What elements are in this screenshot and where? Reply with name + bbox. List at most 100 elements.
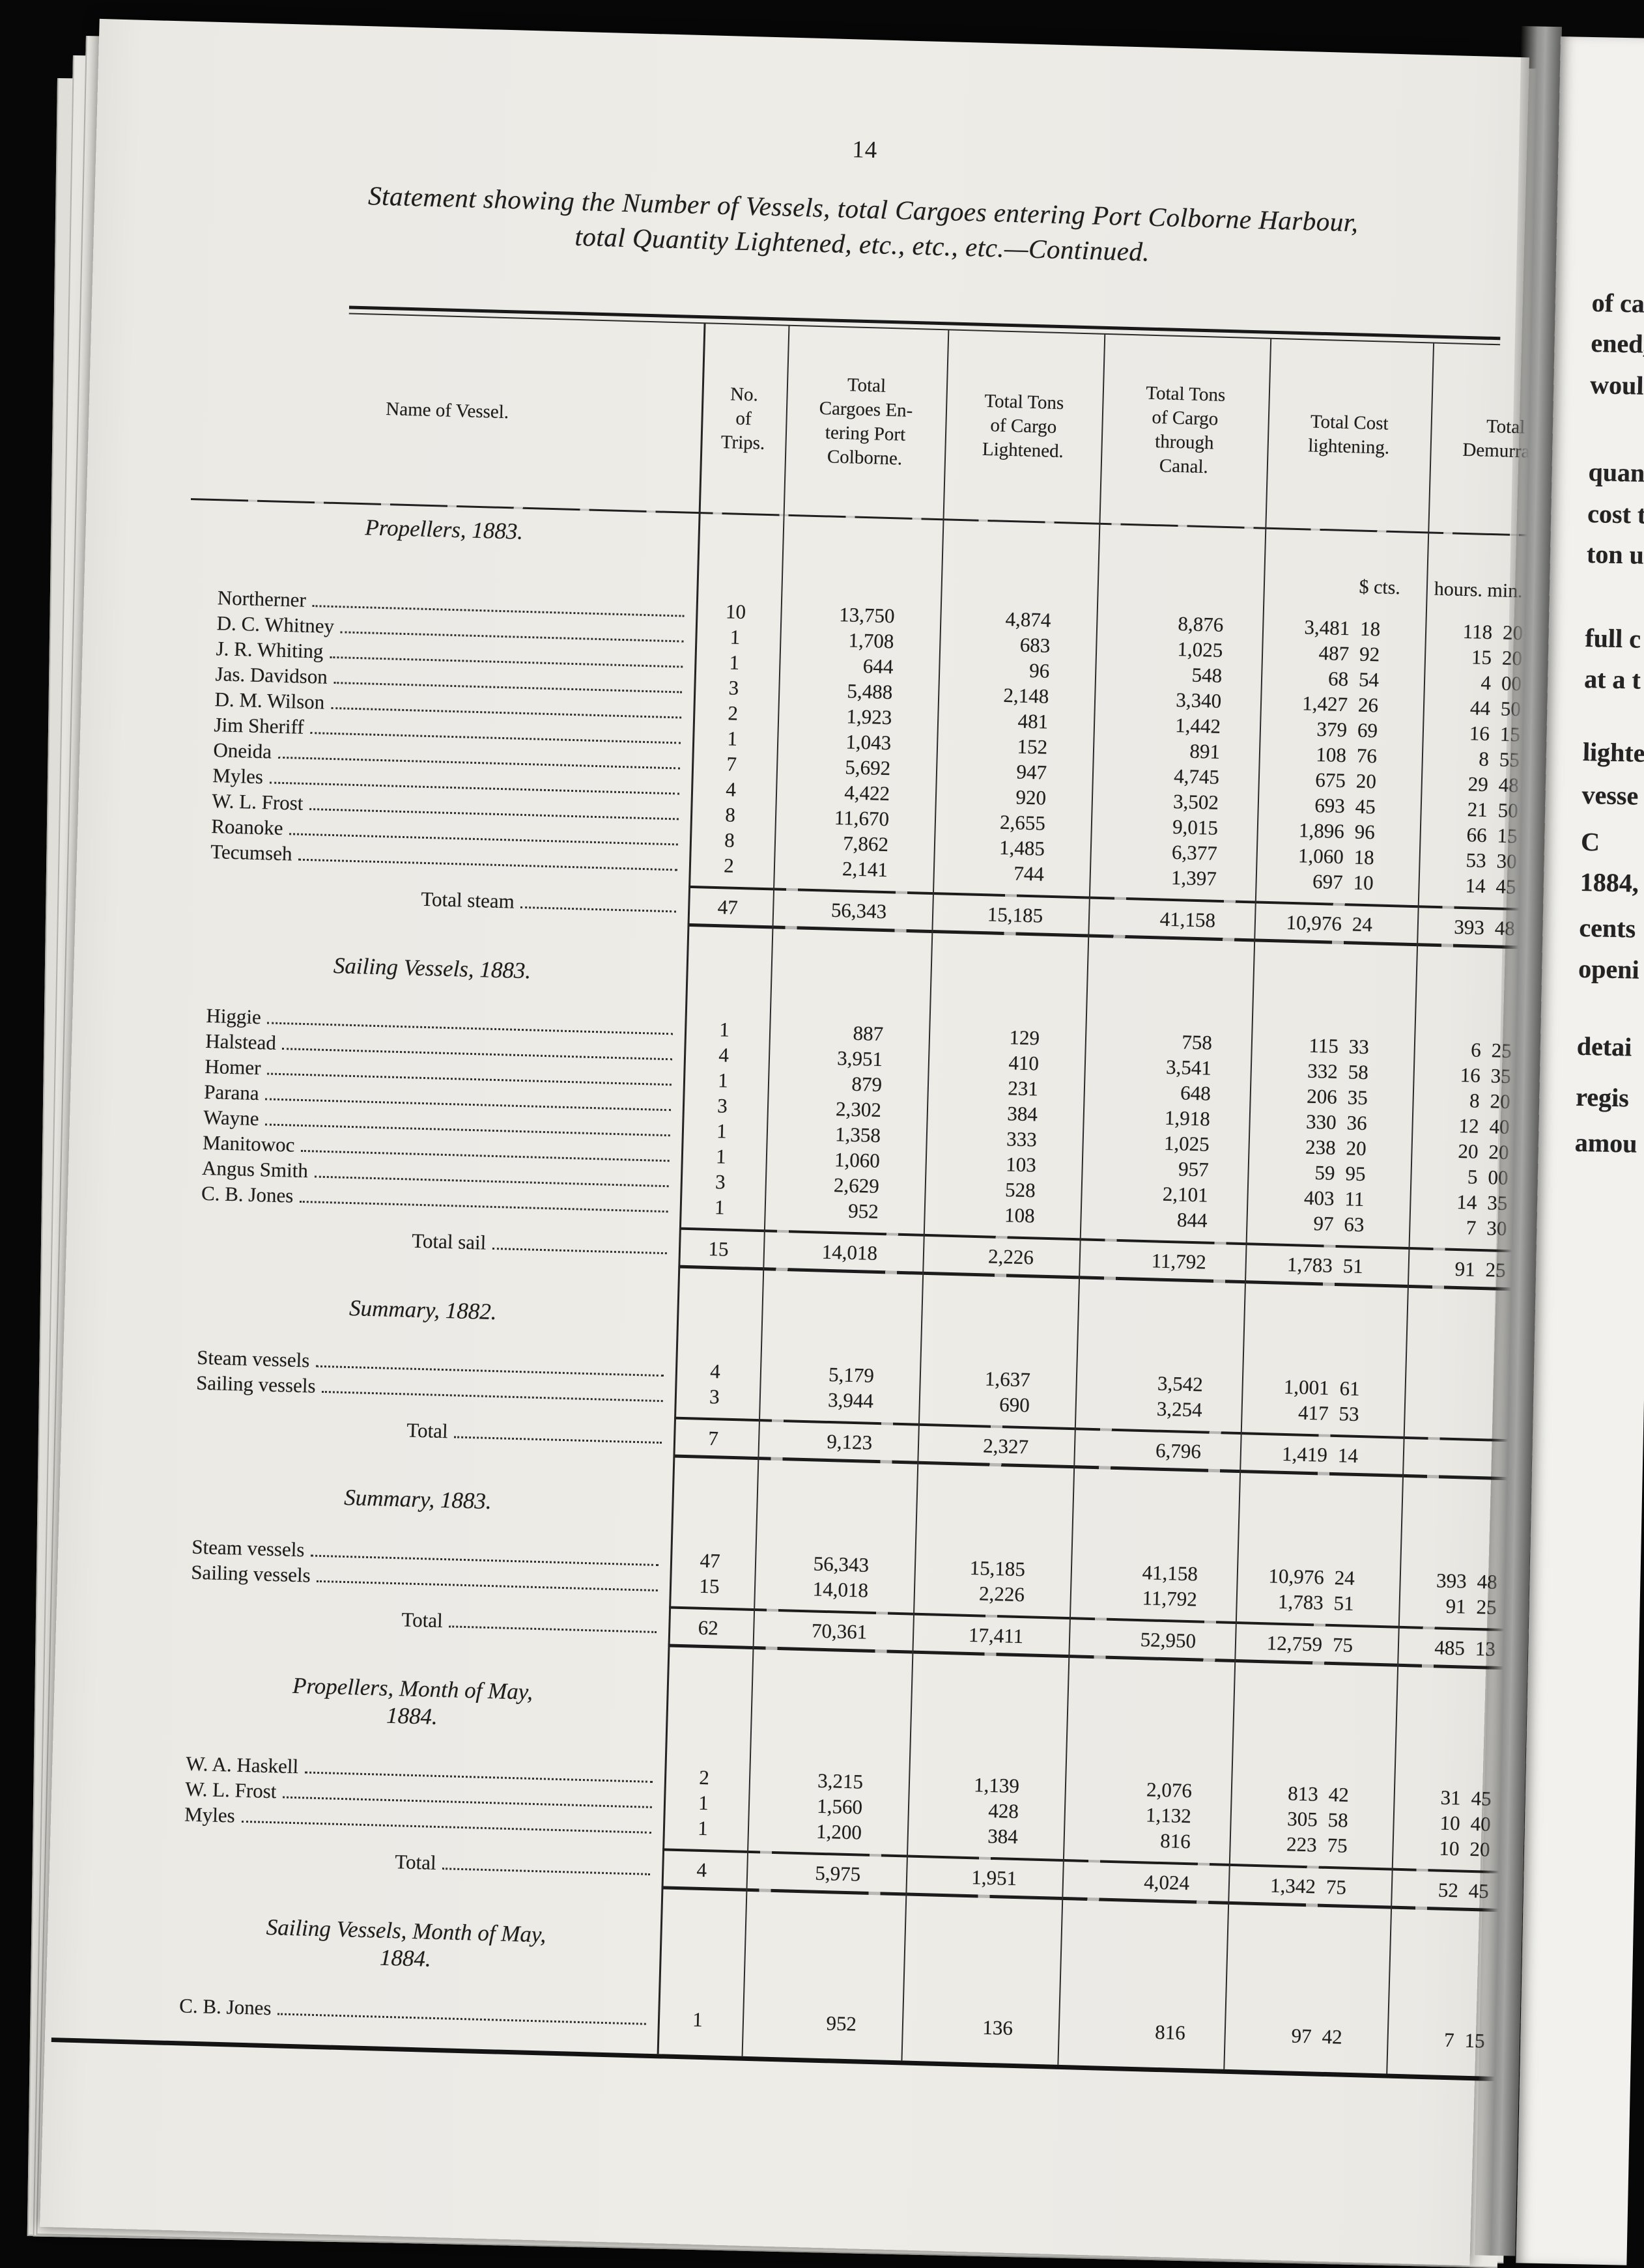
cell-tons-through-canal: 1,918 — [1164, 1106, 1211, 1130]
section-rows: Higgie188712975811533625Halstead43,95141… — [172, 1001, 1565, 1242]
cell-cost-lightening-major: 697 — [1312, 869, 1344, 894]
cell-tons-lightened: 690 — [999, 1393, 1030, 1417]
cell-tons-lightened: 4,874 — [1005, 607, 1051, 632]
cell-tons-through-canal: 816 — [1159, 1829, 1191, 1853]
cell-cost-lightening-minor: 51 — [1333, 1591, 1355, 1615]
section-heading: Sailing Vessels, Month of May, 1884. — [266, 1914, 546, 1972]
column-header-trips: No. of Trips. — [720, 383, 765, 454]
cell-cost-lightening-minor: 58 — [1348, 1060, 1369, 1084]
cell-cost-lightening-major: 10,976 — [1286, 910, 1342, 936]
next-page-text-fragment: vesse — [1581, 779, 1639, 811]
cell-cost-lightening-major: 305 — [1286, 1807, 1318, 1831]
vessel-name: Halstead — [205, 1029, 277, 1054]
cell-cost-lightening-minor: 20 — [1346, 1136, 1367, 1160]
cell-cost-lightening-major: 97 — [1291, 2024, 1312, 2048]
cell-tons-lightened: 103 — [1005, 1153, 1037, 1177]
cell-tons-through-canal: 11,792 — [1151, 1249, 1207, 1274]
cell-tons-lightened: 15,185 — [987, 903, 1043, 927]
cell-cost-lightening-minor: 11 — [1344, 1187, 1365, 1211]
units-spacer — [1098, 591, 1264, 596]
vessel-name: Myles — [184, 1802, 236, 1827]
next-page-text-fragment: 1884, — [1580, 867, 1639, 898]
cell-cost-lightening-minor: 75 — [1327, 1833, 1348, 1857]
cell-cost-lightening-major: 332 — [1307, 1059, 1339, 1083]
next-page-text-fragment: ton u — [1586, 539, 1644, 570]
cell-total-cargoes: 644 — [862, 654, 894, 679]
next-page-text-fragment: ened, — [1591, 328, 1644, 359]
vessel-name-cell: C. B. Jones — [150, 1993, 659, 2030]
cell-total-cargoes: 952 — [826, 2011, 857, 2036]
cell-tons-lightened: 1,139 — [973, 1773, 1020, 1798]
cell-cost-lightening-minor: 10 — [1353, 871, 1374, 895]
cell-tons-through-canal: 3,340 — [1175, 688, 1222, 712]
cell-total-cargoes: 1,923 — [846, 705, 892, 729]
cell-total-cargoes: 1,708 — [848, 628, 894, 653]
cell-trips: 8 — [724, 828, 735, 852]
cell-total-cargoes: 4,422 — [843, 781, 890, 805]
cell-trips: 1 — [692, 2008, 703, 2032]
units-cost-label: $ cts. — [1359, 576, 1401, 599]
cell-cost-lightening: 238 20 — [1248, 1134, 1411, 1162]
cell-demurrage-major: 10 — [1439, 1811, 1461, 1835]
next-page-text-fragment: regis — [1575, 1082, 1630, 1113]
cell-trips: 4 — [725, 777, 737, 801]
cell-tons-lightened: 384 — [987, 1824, 1019, 1849]
cell-tons-through-canal: 3,254 — [1156, 1397, 1203, 1421]
cell-total-cargoes: 5,975 — [814, 1861, 861, 1886]
total-label-cell: Total — [160, 1601, 669, 1638]
cell-demurrage-major: 7 — [1443, 2028, 1455, 2052]
vessels-table: Name of Vessel. No. of Trips. Total Carg… — [51, 309, 1583, 2082]
cell-tons-through-canal: 11,792 — [1142, 1586, 1198, 1611]
dotted-leader — [449, 1625, 657, 1633]
units-spacer — [941, 587, 1098, 591]
cell-cost-lightening-major: 1,896 — [1298, 819, 1345, 843]
cell-tons-through-canal: 6,377 — [1171, 840, 1218, 865]
cell-tons-lightened: 136 — [982, 2015, 1013, 2039]
vessel-name: Higgie — [206, 1003, 262, 1029]
cell-demurrage-major: 66 — [1466, 823, 1488, 847]
cell-cost-lightening-major: 417 — [1297, 1401, 1329, 1425]
cell-total-cargoes: 1,560 — [816, 1794, 863, 1819]
cell-trips: 10 — [725, 600, 746, 624]
units-spacer — [782, 583, 941, 587]
total-label-cell: Total — [165, 1412, 674, 1449]
cell-cost-lightening: 379 69 — [1260, 716, 1423, 744]
vessel-name: J. R. Whiting — [216, 637, 324, 663]
cell-cost-lightening-major: 238 — [1305, 1135, 1337, 1159]
cell-tons-through-canal: 758 — [1181, 1030, 1213, 1054]
cell-trips: 4 — [718, 1043, 730, 1067]
table-sections: Propellers, 1883. $ cts. hours. min. Northe… — [150, 509, 1578, 2054]
cell-total-cargoes: 1,043 — [845, 730, 892, 755]
cell-cost-lightening: 403 11 — [1247, 1184, 1410, 1212]
cell-cost-lightening-minor: 26 — [1357, 693, 1379, 717]
cell-cost-lightening: 332 58 — [1250, 1057, 1413, 1085]
cell-tons-lightened: 1,485 — [999, 835, 1045, 860]
vessel-name: Wayne — [203, 1105, 260, 1130]
cell-tons-lightened: 15,185 — [969, 1556, 1026, 1581]
cell-cost-lightening-major: 1,783 — [1286, 1252, 1333, 1277]
cell-cost-lightening: 1,001 61 — [1241, 1374, 1405, 1402]
total-label: Total — [406, 1418, 449, 1443]
cell-trips: 15 — [708, 1237, 730, 1261]
cell-cost-lightening: 115 33 — [1251, 1032, 1414, 1060]
cell-tons-lightened: 947 — [1016, 760, 1047, 784]
cell-cost-lightening: 206 35 — [1249, 1083, 1413, 1111]
total-label-cell: Total sail — [171, 1223, 679, 1260]
dotted-leader — [300, 1200, 668, 1213]
cell-cost-lightening: 1,419 14 — [1240, 1441, 1403, 1469]
next-page-text-fragment: at a t — [1583, 664, 1641, 695]
cell-tons-through-canal: 1,025 — [1177, 637, 1223, 662]
cell-trips: 3 — [716, 1094, 728, 1117]
cell-cost-lightening-minor: 92 — [1359, 642, 1380, 666]
cell-tons-lightened: 920 — [1015, 785, 1047, 809]
cell-trips: 15 — [699, 1574, 720, 1598]
cell-trips: 7 — [726, 752, 737, 776]
cell-cost-lightening: 697 10 — [1255, 868, 1419, 896]
cell-cost-lightening-minor: 75 — [1325, 1875, 1347, 1899]
cell-trips: 3 — [709, 1385, 720, 1408]
cell-tons-lightened: 96 — [1028, 658, 1050, 682]
cell-trips: 47 — [717, 895, 739, 919]
section-rows: Northerner1013,7504,8748,8763,4811811820… — [181, 583, 1576, 900]
cell-cost-lightening: 1,783 51 — [1245, 1252, 1408, 1280]
statement-title: Statement showing the Number of Vessels,… — [205, 173, 1522, 279]
